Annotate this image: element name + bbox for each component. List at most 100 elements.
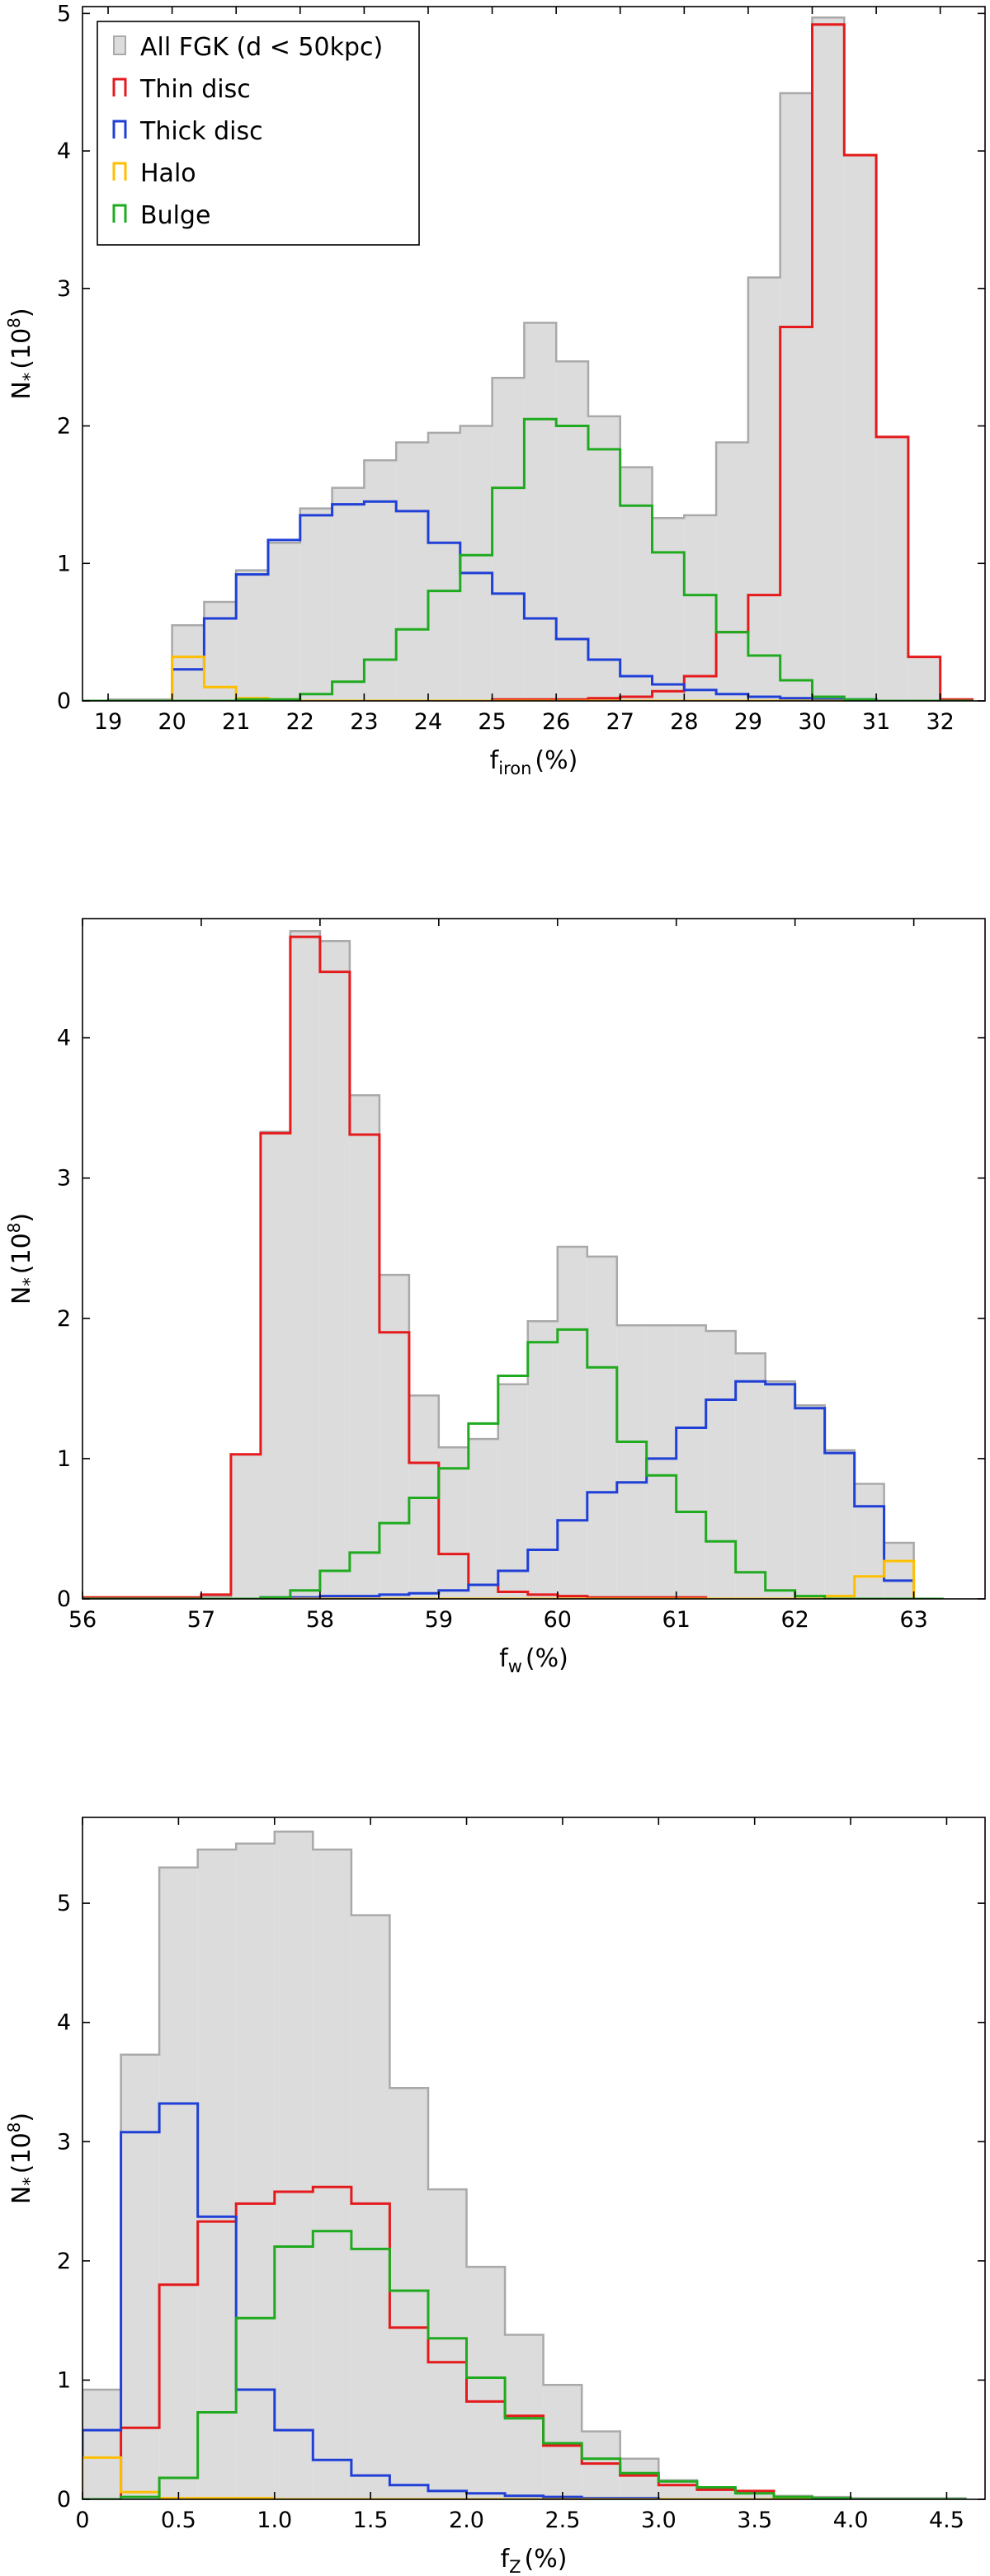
y-tick-label: 5 [57, 1, 71, 26]
legend: All FGK (d < 50kpc) Thin disc Thick disc Ha… [97, 21, 420, 246]
x-tick-label: 3.5 [737, 2508, 772, 2533]
bar-all-fgk-d-50kpc-19 [684, 515, 717, 701]
x-tick-label: 23 [350, 709, 378, 735]
y-tick-label: 3 [57, 2129, 71, 2155]
series-thin-disc [82, 2185, 966, 2499]
legend-swatch [112, 120, 127, 139]
x-tick-label: 0.5 [161, 2508, 196, 2533]
y-axis-label: N*(108) [4, 1213, 40, 1304]
y-tick-label: 1 [57, 1446, 71, 1472]
bar-all-fgk-d-50kpc-24 [844, 155, 877, 701]
bar-all-fgk-d-50kpc-13 [492, 378, 525, 701]
y-tick-label: 4 [57, 139, 71, 164]
x-tick-label: 29 [734, 709, 762, 735]
x-tick-label: 4.5 [929, 2508, 964, 2533]
bar-all-fgk-d-50kpc-8 [319, 941, 350, 1599]
y-tick-label: 4 [57, 2010, 71, 2036]
step-thick-disc [82, 2102, 966, 2499]
y-tick-label: 3 [57, 276, 71, 302]
histogram-f-w: 56 57 58 59 60 61 62 63 0 1 2 3 4 fw (%) N*(108) [4, 918, 986, 1676]
bar-all-fgk-d-50kpc-16 [587, 416, 620, 701]
x-tick-label: 59 [425, 1607, 453, 1633]
bar-all-fgk-d-50kpc-16 [557, 1247, 587, 1599]
legend-swatch [113, 35, 126, 55]
bar-all-fgk-d-50kpc-23 [812, 17, 845, 701]
series-thin-disc [82, 23, 974, 701]
bar-all-fgk-d-50kpc-14 [524, 322, 557, 701]
legend-box [97, 21, 420, 246]
series-all-fgk-d-50kpc [82, 16, 974, 701]
y-tick-label: 1 [57, 551, 71, 576]
bar-all-fgk-d-50kpc-11 [427, 432, 460, 701]
x-axis-label: firon (%) [490, 746, 578, 778]
bar-all-fgk-d-50kpc-21 [747, 277, 780, 701]
legend-swatch [112, 204, 127, 223]
bar-all-fgk-d-50kpc-7 [299, 508, 332, 701]
bar-all-fgk-d-50kpc-6 [260, 1131, 290, 1599]
x-tick-label: 24 [414, 709, 442, 735]
bar-all-fgk-d-50kpc-4 [200, 1596, 231, 1599]
x-tick-label: 0 [75, 2508, 89, 2533]
x-tick-label: 22 [286, 709, 314, 735]
x-tick-label: 2.0 [449, 2508, 484, 2533]
x-tick-label: 3.0 [641, 2508, 676, 2533]
bar-all-fgk-d-50kpc-19 [646, 1325, 676, 1599]
bar-all-fgk-d-50kpc-13 [468, 1439, 498, 1599]
step-thin-disc [82, 935, 944, 1599]
series-halo [82, 656, 973, 701]
legend-label: Thin disc [139, 75, 251, 104]
step-halo [82, 1559, 944, 1599]
x-tick-label: 60 [544, 1607, 572, 1633]
x-tick-label: 58 [306, 1607, 334, 1633]
legend-item-all-fgk-d-50kpc: All FGK (d < 50kpc) [113, 33, 383, 62]
x-tick-label: 32 [926, 709, 955, 735]
bar-all-fgk-d-50kpc-5 [236, 570, 269, 701]
bar-all-fgk-d-50kpc-3 [197, 1850, 237, 2499]
step-thick-disc [82, 1380, 944, 1599]
series-thin-disc [82, 935, 944, 1599]
bar-all-fgk-d-50kpc-10 [396, 442, 428, 701]
series-all-fgk-d-50kpc [82, 930, 944, 1599]
x-tick-label: 25 [478, 709, 506, 735]
plot-area [82, 930, 944, 1599]
bar-all-fgk-d-50kpc-20 [716, 442, 748, 701]
y-tick-label: 2 [57, 414, 71, 440]
series-thick-disc [82, 1380, 944, 1599]
bar-all-fgk-d-50kpc-7 [351, 1915, 390, 2499]
bar-all-fgk-d-50kpc-13 [582, 2431, 620, 2499]
legend-swatch [112, 162, 127, 181]
bar-all-fgk-d-50kpc-8 [332, 487, 365, 701]
legend-item-thin-disc: Thin disc [112, 75, 251, 104]
bar-all-fgk-d-50kpc-6 [313, 1850, 351, 2499]
y-tick-label: 2 [57, 1306, 71, 1332]
x-tick-label: 31 [862, 709, 890, 735]
x-tick-label: 28 [670, 709, 698, 735]
legend-label: Halo [140, 159, 196, 188]
bar-all-fgk-d-50kpc-25 [876, 436, 908, 701]
y-tick-label: 0 [57, 689, 71, 714]
histogram-f-iron: 19 20 21 22 23 24 25 26 27 28 29 30 31 32012345firon(… [4, 1, 986, 778]
y-tick-label: 3 [57, 1166, 71, 1192]
bar-all-fgk-d-50kpc-12 [460, 425, 493, 701]
x-tick-label: 61 [662, 1607, 691, 1633]
bar-all-fgk-d-50kpc-18 [652, 518, 685, 701]
bar-all-fgk-d-50kpc-9 [364, 460, 397, 701]
bar-all-fgk-d-50kpc-10 [466, 2267, 506, 2499]
plot-frame [82, 918, 986, 1600]
y-axis-label: N*(108) [4, 2113, 40, 2204]
y-axis-label: N*(108) [4, 308, 40, 399]
bar-all-fgk-d-50kpc-1 [120, 2054, 160, 2499]
legend-label: Bulge [140, 201, 210, 230]
bar-all-fgk-d-50kpc-5 [230, 1454, 261, 1599]
y-tick-label: 2 [57, 2249, 71, 2274]
plot-area [82, 1831, 967, 2499]
bar-all-fgk-d-50kpc-6 [268, 543, 300, 701]
bar-all-fgk-d-50kpc-9 [349, 1095, 380, 1599]
bar-all-fgk-d-50kpc-23 [765, 1381, 795, 1599]
bar-all-fgk-d-50kpc-26 [854, 1483, 884, 1599]
x-tick-label: 2.5 [544, 2508, 580, 2533]
bar-all-fgk-d-50kpc-20 [676, 1325, 706, 1599]
step-thick-disc [82, 500, 973, 701]
bar-all-fgk-d-50kpc-14 [497, 1384, 528, 1599]
bar-all-fgk-d-50kpc-0 [82, 2389, 121, 2499]
